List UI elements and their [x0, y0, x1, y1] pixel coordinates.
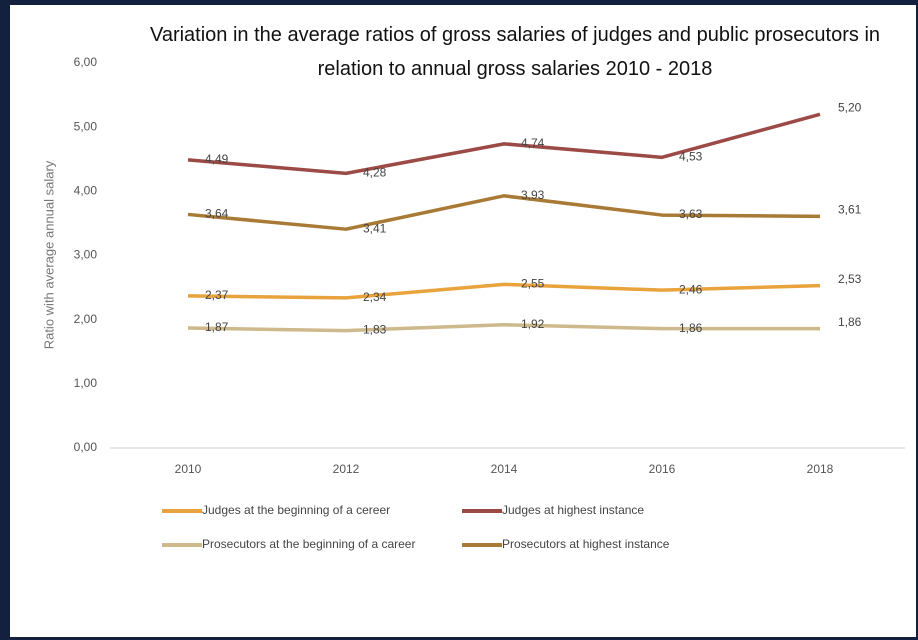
y-tick-label: 4,00 [74, 184, 98, 198]
data-label: 5,20 [838, 101, 862, 115]
y-tick-label: 2,00 [74, 312, 98, 326]
data-label: 1,86 [679, 321, 703, 335]
legend-label: Prosecutors at highest instance [502, 537, 670, 551]
x-tick-label: 2010 [175, 462, 202, 476]
data-label: 2,37 [205, 288, 229, 302]
legend-label: Judges at highest instance [502, 503, 644, 517]
data-label: 4,28 [363, 166, 387, 180]
data-label: 1,87 [205, 320, 229, 334]
data-label: 3,41 [363, 221, 387, 235]
data-label: 2,53 [838, 272, 862, 286]
y-tick-label: 3,00 [74, 248, 98, 262]
legend-label: Judges at the beginning of a cereer [202, 503, 390, 517]
y-tick-label: 1,00 [74, 376, 98, 390]
data-label: 2,46 [679, 282, 703, 296]
x-tick-label: 2018 [807, 462, 834, 476]
data-label: 4,74 [521, 136, 545, 150]
data-label: 4,53 [679, 149, 703, 163]
line [187, 282, 821, 300]
chart-title: Variation in the average ratios of gross… [149, 24, 881, 80]
x-tick-label: 2012 [333, 462, 360, 476]
data-label: 3,64 [205, 207, 229, 221]
legend-label: Prosecutors at the beginning of a career [202, 537, 415, 551]
data-label: 4,49 [205, 152, 229, 166]
data-label: 3,93 [521, 188, 545, 202]
y-tick-label: 6,00 [74, 55, 98, 69]
line [187, 323, 820, 333]
data-label: 3,61 [838, 203, 862, 217]
data-label: 2,55 [521, 277, 545, 291]
data-label: 1,83 [363, 323, 387, 337]
x-tick-label: 2016 [649, 462, 676, 476]
data-label: 2,34 [363, 290, 387, 304]
y-axis-label: Ratio with average annual salary [41, 160, 56, 349]
x-tick-label: 2014 [491, 462, 518, 476]
panel [10, 5, 916, 637]
line [187, 194, 821, 231]
data-label: 3,63 [679, 207, 703, 221]
y-tick-label: 0,00 [74, 440, 98, 454]
y-tick-label: 5,00 [74, 119, 98, 133]
data-label: 1,92 [521, 317, 545, 331]
line [187, 112, 821, 176]
data-label: 1,86 [838, 315, 862, 329]
